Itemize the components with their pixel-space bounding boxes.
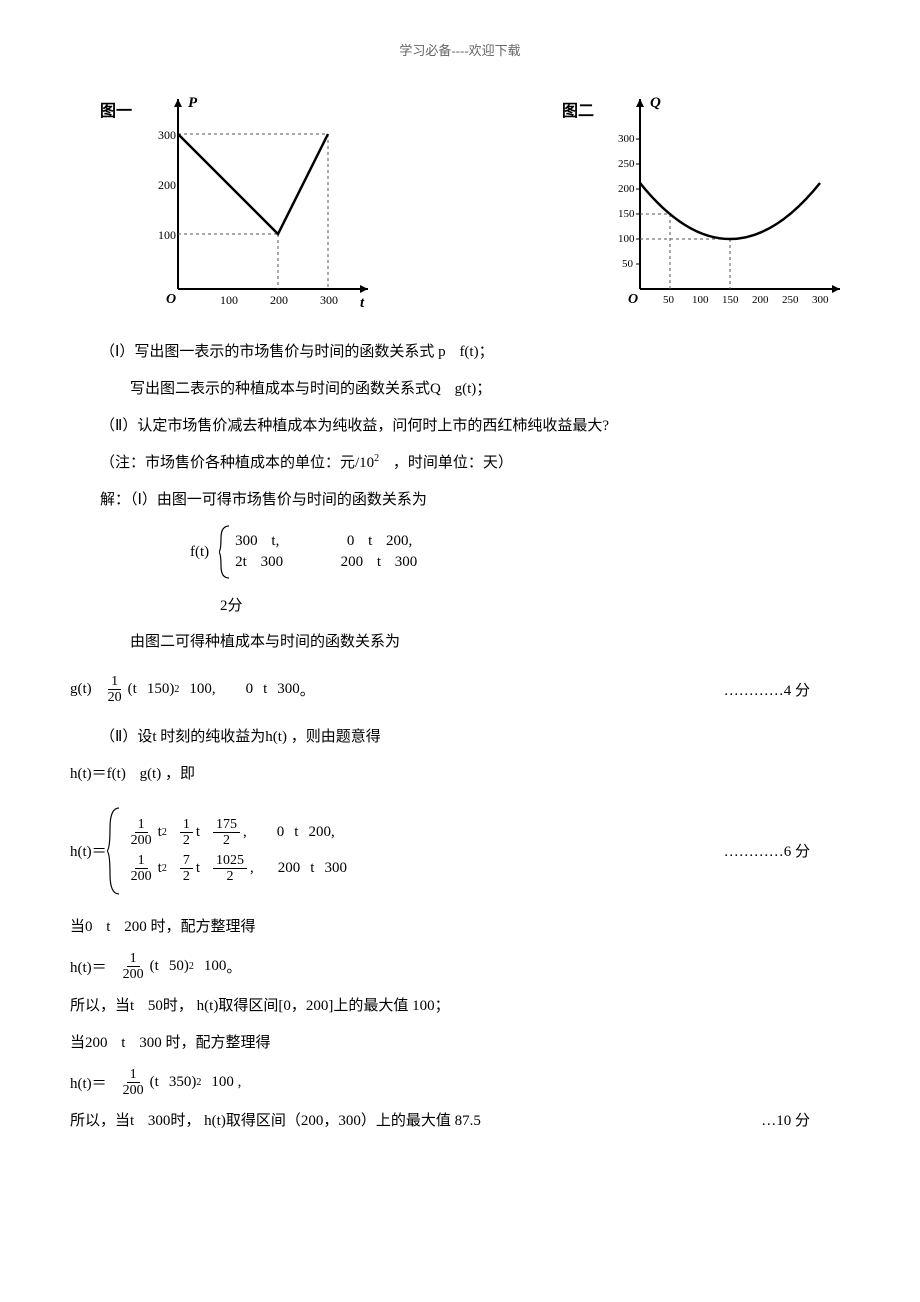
svg-text:200: 200 bbox=[270, 293, 288, 307]
sol-s4a: h(t)＝f(t) bbox=[70, 766, 126, 782]
gt-label: g(t) bbox=[70, 681, 92, 698]
svg-text:200: 200 bbox=[752, 294, 769, 306]
case1-eq: h(t)＝ 1200 (t 50)2 100 。 bbox=[70, 951, 850, 983]
ft-p1a: 300 bbox=[235, 533, 258, 549]
ft-brace: 300 t, 0 t 200, 2t 300 200 t 300 bbox=[219, 524, 417, 580]
sol-s1: 解：（Ⅰ）由图一可得市场售价与时间的函数关系为 bbox=[100, 487, 850, 514]
svg-text:150: 150 bbox=[618, 208, 635, 220]
svg-text:50: 50 bbox=[622, 258, 634, 270]
q2-line1: （Ⅱ）认定市场售价减去种植成本为纯收益，问何时上市的西红柿纯收益最大? bbox=[100, 413, 850, 440]
ft-p1c: 0 bbox=[347, 533, 355, 549]
svg-text:O: O bbox=[166, 292, 176, 307]
svg-text:200: 200 bbox=[158, 178, 176, 192]
svg-text:O: O bbox=[628, 292, 638, 307]
q1-line1-ft: f(t)； bbox=[459, 344, 493, 360]
brace-icon bbox=[107, 806, 121, 896]
svg-text:300: 300 bbox=[812, 294, 829, 306]
score-4: …………4 分 bbox=[724, 679, 850, 700]
svg-text:300: 300 bbox=[158, 128, 176, 142]
sol-s2: 由图二可得种植成本与时间的函数关系为 bbox=[130, 629, 850, 656]
case2-cond: 当200 t 300 时，配方整理得 bbox=[70, 1030, 850, 1057]
page: 学习必备----欢迎下载 图一 100 200 300 100 200 300 … bbox=[0, 0, 920, 1205]
ht-equation: h(t)＝ 1200 t2 12 t 1752 , 0 t 200, bbox=[70, 806, 347, 896]
case1-cond: 当0 t 200 时，配方整理得 bbox=[70, 914, 850, 941]
svg-text:t: t bbox=[360, 295, 365, 311]
svg-text:100: 100 bbox=[220, 293, 238, 307]
gt-body1: (t bbox=[128, 681, 137, 698]
gt-dom1: 0 bbox=[246, 681, 254, 698]
svg-text:P: P bbox=[188, 95, 198, 111]
svg-text:300: 300 bbox=[320, 293, 338, 307]
svg-text:100: 100 bbox=[158, 228, 176, 242]
q1-line2: 写出图二表示的种植成本与时间的函数关系式Q g(t)； bbox=[130, 376, 850, 403]
svg-text:100: 100 bbox=[618, 233, 635, 245]
case1-concl: 所以，当t 50时， h(t)取得区间[0，200]上的最大值 100； bbox=[70, 993, 850, 1020]
gt-equation: g(t) 1 20 (t 150)2 100, 0 t 300 。 bbox=[70, 674, 315, 706]
svg-text:100: 100 bbox=[692, 294, 709, 306]
ft-p1d: t bbox=[368, 533, 372, 549]
chart1-label: 图一 bbox=[100, 89, 132, 121]
gt-line: g(t) 1 20 (t 150)2 100, 0 t 300 。 …………4 … bbox=[70, 666, 850, 714]
ht-label: h(t)＝ bbox=[70, 840, 107, 861]
chart2-svg: 50 100 150 200 250 300 50 100 150 200 25… bbox=[600, 89, 850, 319]
q2-line2a: （注：市场售价各种植成本的单位：元/10 bbox=[100, 455, 374, 471]
q2-line2: （注：市场售价各种植成本的单位：元/102 ，时间单位：天） bbox=[100, 450, 850, 477]
svg-text:200: 200 bbox=[618, 183, 635, 195]
ft-p2a: 2t bbox=[235, 554, 247, 570]
sol-s4b: g(t) bbox=[140, 766, 162, 782]
q1-line1-text: （Ⅰ）写出图一表示的市场售价与时间的函数关系式 p bbox=[100, 344, 446, 360]
score-2: 2分 bbox=[70, 594, 850, 615]
sol-s4c: ，即 bbox=[165, 766, 195, 782]
gt-frac: 1 20 bbox=[105, 674, 125, 706]
ft-p2b: 300 bbox=[261, 554, 284, 570]
q1-line1: （Ⅰ）写出图一表示的市场售价与时间的函数关系式 p f(t)； bbox=[100, 339, 850, 366]
gt-frac-num: 1 bbox=[108, 674, 121, 690]
gt-body2: 150) bbox=[147, 681, 175, 698]
sol-s3: （Ⅱ）设t 时刻的纯收益为h(t) ，则由题意得 bbox=[100, 724, 850, 751]
ft-p2e: 300 bbox=[395, 554, 418, 570]
charts-row: 图一 100 200 300 100 200 300 O P t bbox=[100, 89, 850, 319]
q2-line2b: ，时间单位：天） bbox=[393, 455, 513, 471]
ft-p1b: t, bbox=[271, 533, 279, 549]
case2-eq: h(t)＝ 1200 (t 350)2 100 , bbox=[70, 1067, 850, 1099]
gt-dom2: t bbox=[263, 681, 267, 698]
ft-p1e: 200, bbox=[386, 533, 412, 549]
gt-end: 。 bbox=[300, 679, 315, 700]
q1-line2a: 写出图二表示的种植成本与时间的函数关系式Q bbox=[130, 381, 441, 397]
gt-dom3: 300 bbox=[277, 681, 300, 698]
svg-text:150: 150 bbox=[722, 294, 739, 306]
chart2-block: 图二 50 100 150 200 250 300 50 100 150 200… bbox=[562, 89, 850, 319]
sol-s4: h(t)＝f(t) g(t) ，即 bbox=[70, 761, 850, 788]
gt-frac-den: 20 bbox=[105, 690, 125, 705]
svg-text:250: 250 bbox=[782, 294, 799, 306]
sol-s3b: ，则由题意得 bbox=[291, 729, 381, 745]
case2-concl: 所以，当t 300时， h(t)取得区间（200，300）上的最大值 87.5 … bbox=[70, 1108, 850, 1135]
gt-sup: 2 bbox=[174, 684, 179, 695]
brace-icon bbox=[219, 524, 231, 580]
ft-p2c: 200 bbox=[341, 554, 364, 570]
ft-equation: f(t) 300 t, 0 t 200, 2t 300 200 bbox=[190, 524, 850, 580]
svg-text:300: 300 bbox=[618, 133, 635, 145]
chart1-svg: 100 200 300 100 200 300 O P t bbox=[138, 89, 378, 319]
svg-text:Q: Q bbox=[650, 95, 661, 111]
page-header: 学习必备----欢迎下载 bbox=[70, 40, 850, 59]
chart2-label: 图二 bbox=[562, 89, 594, 121]
q1-line2b: g(t)； bbox=[455, 381, 492, 397]
ft-p2d: t bbox=[377, 554, 381, 570]
score-10: …10 分 bbox=[761, 1108, 850, 1135]
gt-body3: 100, bbox=[189, 681, 215, 698]
ht-line: h(t)＝ 1200 t2 12 t 1752 , 0 t 200, bbox=[70, 798, 850, 904]
chart1-block: 图一 100 200 300 100 200 300 O P t bbox=[100, 89, 378, 319]
svg-text:50: 50 bbox=[663, 294, 675, 306]
ft-label: f(t) bbox=[190, 544, 209, 561]
sol-s3a: （Ⅱ）设t 时刻的纯收益为h(t) bbox=[100, 729, 287, 745]
score-6: …………6 分 bbox=[724, 840, 850, 861]
svg-text:250: 250 bbox=[618, 158, 635, 170]
